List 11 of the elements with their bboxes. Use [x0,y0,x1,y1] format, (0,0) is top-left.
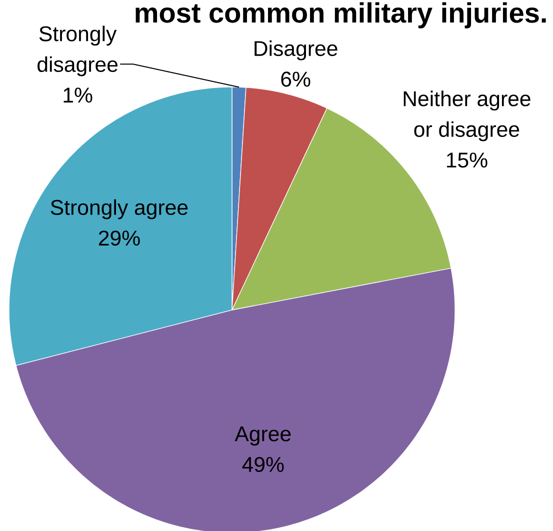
data-label: 15% [447,152,488,168]
slice-label: Neither agree or disagree [404,90,530,142]
slice-label: Agree [234,426,291,446]
data-label: 6% [281,72,310,87]
data-label: 29% [98,230,140,246]
slice-label: Strongly agree [50,199,188,220]
data-label: 49% [242,456,284,472]
data-label: 1% [64,88,92,103]
chart-title: most common military injuries. [136,2,546,28]
slice-label: Disagree [254,40,338,60]
slice-label: Strongly disagree [38,26,118,76]
